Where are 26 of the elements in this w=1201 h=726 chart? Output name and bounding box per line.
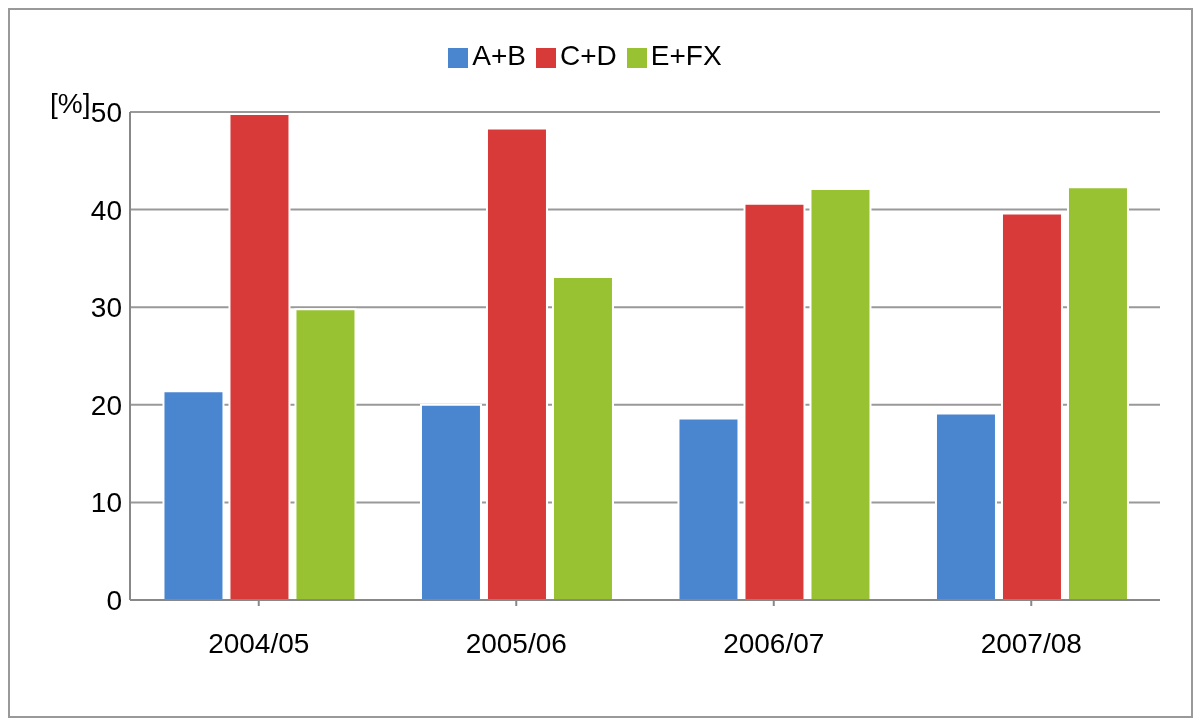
y-tick-label: 20 [90, 389, 122, 421]
bar [1000, 212, 1063, 600]
y-tick-label: 30 [90, 292, 122, 324]
bar [1066, 186, 1129, 600]
bar [228, 112, 291, 600]
bar [419, 403, 482, 600]
x-tick-label: 2005/06 [465, 627, 567, 659]
bar [551, 275, 614, 600]
bar [677, 417, 740, 600]
y-tick-label: 10 [90, 487, 122, 519]
bar [809, 188, 872, 600]
bar [934, 412, 997, 600]
bar [743, 202, 806, 600]
x-tick-label: 2006/07 [723, 627, 825, 659]
y-tick-label: 40 [90, 194, 122, 226]
y-axis-title: [%] [50, 88, 91, 120]
legend-label: E+FX [650, 40, 722, 71]
x-tick-label: 2007/08 [980, 627, 1082, 659]
y-tick-label: 50 [90, 96, 122, 128]
bar [294, 308, 357, 600]
y-tick-label: 0 [106, 584, 122, 616]
bar [162, 390, 225, 600]
legend-label: C+D [560, 40, 617, 71]
x-tick-label: 2004/05 [208, 627, 310, 659]
bar [485, 127, 548, 600]
legend-label: A+B [472, 40, 527, 71]
